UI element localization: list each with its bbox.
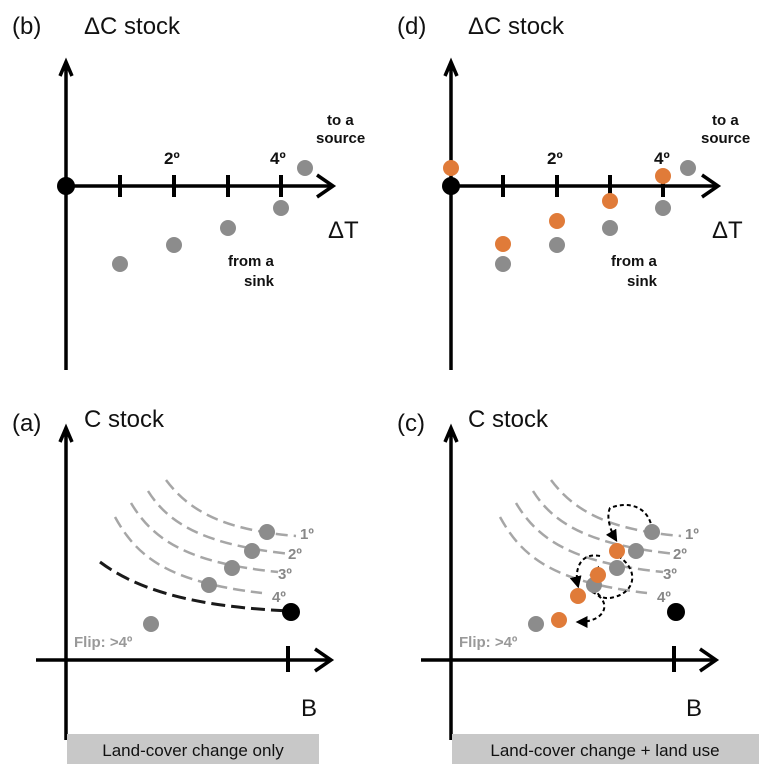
panel-c-iso-label-1: 1º — [685, 526, 699, 543]
panel-d-y-axis — [443, 57, 459, 370]
panel-a-flip-curve — [99, 560, 291, 613]
panel-b-letter: (b) — [12, 13, 41, 40]
panel-b-point-2 — [166, 237, 182, 253]
panel-d-letter: (d) — [397, 13, 426, 40]
panel-b-note-sink-1: from a — [228, 253, 275, 270]
panel-b-point-5 — [297, 160, 313, 176]
panel-b-point-1 — [112, 256, 128, 272]
caption-right: Land-cover change + land use — [452, 734, 759, 764]
panel-b-origin-point — [57, 177, 75, 195]
panel-d-gray-point-2 — [549, 237, 565, 253]
panel-c-gray-point-2 — [628, 543, 644, 559]
panel-d-orange-point-0 — [443, 160, 459, 176]
panel-c-gray-point-3 — [609, 560, 625, 576]
panel-c-letter: (c) — [397, 410, 425, 437]
panel-a-flip-label: Flip: >4º — [74, 634, 133, 651]
panel-a-iso-label-2: 2º — [288, 546, 302, 563]
caption-left-box — [67, 734, 319, 764]
panel-c-isoline-2 — [531, 490, 676, 556]
panel-d-tick-label-2: 2º — [547, 149, 563, 168]
panel-c-orange-point-1 — [609, 543, 625, 559]
panel-c-y-axis — [443, 423, 459, 740]
panel-d-orange-point-3 — [602, 193, 618, 209]
panel-c-isoline-1 — [550, 479, 682, 538]
panel-d-gray-point-1 — [495, 256, 511, 272]
panel-b-x-title: ΔT — [328, 217, 359, 244]
panel-b-note-source-2: source — [316, 130, 365, 147]
panel-c-x-arrowhead — [699, 647, 720, 673]
caption-right-text: Land-cover change + land use — [490, 741, 719, 760]
panel-d-y-title: ΔC stock — [468, 13, 565, 40]
panel-c-loop-arrow-4 — [575, 591, 606, 628]
panel-c-iso-label-4: 4º — [657, 589, 671, 606]
panel-a-x-arrowhead — [314, 647, 335, 673]
panel-c-black-point — [667, 603, 685, 621]
panel-b-y-axis — [58, 57, 74, 370]
panel-d-gray-point-4 — [655, 200, 671, 216]
panel-d-origin-point — [442, 177, 460, 195]
panel-a-letter: (a) — [12, 410, 41, 437]
panel-b-point-4 — [273, 200, 289, 216]
caption-right-box — [452, 734, 759, 764]
panel-c-loop-arrow-1 — [605, 504, 653, 543]
panel-d-note-sink-2: sink — [627, 273, 658, 290]
panel-c-iso-label-2: 2º — [673, 546, 687, 563]
panel-d-orange-point-2 — [549, 213, 565, 229]
panel-c-gray-point-5 — [528, 616, 544, 632]
panel-a-point-2 — [244, 543, 260, 559]
panel-d-orange-point-4 — [655, 168, 671, 184]
panel-b-point-3 — [220, 220, 236, 236]
panel-c-orange-point-4 — [551, 612, 567, 628]
panel-d-x-title: ΔT — [712, 217, 743, 244]
panel-b-y-title: ΔC stock — [84, 13, 181, 40]
panel-a-y-title: C stock — [84, 406, 165, 433]
panel-b-x-arrowhead — [316, 173, 337, 199]
panel-d-note-source-2: source — [701, 130, 750, 147]
panel-a-black-point — [282, 603, 300, 621]
panel-a-iso-label-1: 1º — [300, 526, 314, 543]
panel-b-tick-label-4: 4º — [270, 149, 286, 168]
panel-c-gray-point-1 — [644, 524, 660, 540]
panel-a-iso-label-4: 4º — [272, 589, 286, 606]
panel-b-tick-label-2: 2º — [164, 149, 180, 168]
caption-left-text: Land-cover change only — [102, 741, 284, 760]
panel-c-orange-point-2 — [590, 567, 606, 583]
panel-d-note-sink-1: from a — [611, 253, 658, 270]
panel-c: (c) C stock B 1º 2º 3º 4º Flip: >4º — [397, 406, 720, 740]
panel-a-point-5 — [143, 616, 159, 632]
panel-a-point-4 — [201, 577, 217, 593]
panel-d-note-source-1: to a — [712, 112, 739, 129]
panel-d-gray-point-3 — [602, 220, 618, 236]
panel-c-flip-label: Flip: >4º — [459, 634, 518, 651]
panel-a-isoline-1 — [165, 479, 297, 538]
panel-c-y-title: C stock — [468, 406, 549, 433]
panel-c-x-title: B — [686, 695, 702, 722]
panel-a-point-3 — [224, 560, 240, 576]
panel-d-gray-point-5 — [680, 160, 696, 176]
caption-left: Land-cover change only — [67, 734, 319, 764]
panel-a-point-1 — [259, 524, 275, 540]
panel-d-x-arrowhead — [701, 173, 722, 199]
panel-d-tick-label-4: 4º — [654, 149, 670, 168]
panel-c-iso-label-3: 3º — [663, 566, 677, 583]
panel-d-orange-point-1 — [495, 236, 511, 252]
panel-a: (a) C stock B 1º 2º 3º 4º Flip: >4º — [12, 406, 335, 740]
panel-a-isoline-2 — [146, 490, 291, 556]
panel-b: (b) ΔC stock 2º 4º to a source from a si… — [12, 13, 365, 370]
panel-b-note-source-1: to a — [327, 112, 354, 129]
panel-c-loop-arrow-3 — [569, 554, 601, 589]
panel-a-x-title: B — [301, 695, 317, 722]
panel-a-iso-label-3: 3º — [278, 566, 292, 583]
panel-a-y-axis — [58, 423, 74, 740]
panel-d: (d) ΔC stock 2º 4º to a source from a si… — [397, 13, 750, 370]
panel-b-note-sink-2: sink — [244, 273, 275, 290]
panel-c-orange-point-3 — [570, 588, 586, 604]
